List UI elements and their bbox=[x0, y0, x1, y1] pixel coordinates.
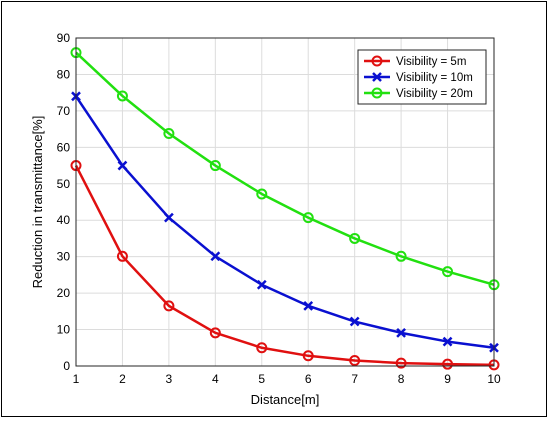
legend-marker bbox=[372, 72, 382, 82]
legend-entry: Visibility = 10m bbox=[364, 72, 473, 84]
series-1-point bbox=[256, 342, 268, 354]
series-1-point bbox=[442, 358, 454, 370]
series-1-point bbox=[395, 357, 407, 369]
x-tick-label: 8 bbox=[398, 372, 405, 386]
x-tick-label: 10 bbox=[487, 372, 501, 386]
x-axis-label: Distance[m] bbox=[251, 392, 320, 407]
x-tick-label: 6 bbox=[305, 372, 312, 386]
y-tick-label: 60 bbox=[57, 140, 71, 154]
x-tick-labels: 1 2 3 4 5 6 7 8 9 10 bbox=[73, 372, 501, 386]
legend-marker bbox=[371, 55, 383, 67]
x-tick-label: 7 bbox=[351, 372, 358, 386]
y-tick-labels: 0 10 20 30 40 50 60 70 80 90 bbox=[57, 31, 71, 373]
y-tick-label: 10 bbox=[57, 323, 71, 337]
series-2-point bbox=[164, 212, 174, 223]
legend-entry: Visibility = 20m bbox=[364, 87, 473, 100]
series-3-point bbox=[116, 90, 128, 102]
series-2-point bbox=[210, 251, 221, 262]
legend-entry: Visibility = 5m bbox=[364, 55, 466, 68]
series-1-point bbox=[163, 300, 175, 312]
series-2-point bbox=[442, 336, 453, 347]
y-tick-label: 90 bbox=[57, 31, 71, 45]
x-tick-label: 1 bbox=[73, 372, 80, 386]
legend: Visibility = 5m Visibility = 10m Visibilit… bbox=[357, 49, 487, 105]
y-tick-label: 50 bbox=[57, 177, 71, 191]
series-3-line bbox=[75, 51, 495, 286]
series-2-line bbox=[74, 95, 495, 350]
x-tick-label: 5 bbox=[258, 372, 265, 386]
series-2-point bbox=[256, 279, 267, 290]
x-tick-label: 2 bbox=[119, 372, 126, 386]
series-2-point bbox=[303, 300, 314, 311]
x-tick-label: 4 bbox=[212, 372, 219, 386]
y-tick-label: 0 bbox=[63, 359, 70, 373]
y-tick-label: 80 bbox=[57, 67, 71, 81]
series-1-point bbox=[116, 250, 128, 262]
series-2-point bbox=[117, 160, 128, 171]
y-axis-label: Reduction in transmittance[%] bbox=[30, 116, 45, 289]
series-3-point bbox=[302, 212, 314, 224]
series-3-point bbox=[395, 250, 407, 262]
series-2-point bbox=[349, 316, 360, 327]
series-1-point bbox=[302, 350, 314, 362]
series-3-point bbox=[256, 188, 268, 200]
y-tick-label: 30 bbox=[57, 250, 71, 264]
x-tick-label: 3 bbox=[166, 372, 173, 386]
y-tick-label: 70 bbox=[57, 104, 71, 118]
legend-label: Visibility = 10m bbox=[396, 72, 473, 84]
x-tick-label: 9 bbox=[444, 372, 451, 386]
series-1-point bbox=[349, 355, 361, 367]
series-2-point bbox=[396, 327, 406, 338]
series-3-point bbox=[349, 232, 361, 244]
figure-frame: 1 2 3 4 5 6 7 8 9 10 0 10 20 30 40 50 60 70 80 90 Distance… bbox=[1, 1, 547, 417]
y-tick-label: 40 bbox=[57, 213, 71, 227]
legend-label: Visibility = 20m bbox=[396, 88, 473, 100]
series-3-point bbox=[442, 266, 454, 278]
series-3-point bbox=[209, 160, 221, 172]
legend-marker bbox=[371, 87, 383, 99]
line-chart: 1 2 3 4 5 6 7 8 9 10 0 10 20 30 40 50 60 70 80 90 Distance… bbox=[30, 31, 501, 407]
series-1-point bbox=[209, 327, 221, 339]
y-tick-label: 20 bbox=[57, 286, 71, 300]
series-1-line bbox=[74, 164, 495, 367]
series-3-point bbox=[163, 127, 175, 139]
plot-border bbox=[75, 37, 495, 367]
legend-label: Visibility = 5m bbox=[396, 56, 466, 68]
